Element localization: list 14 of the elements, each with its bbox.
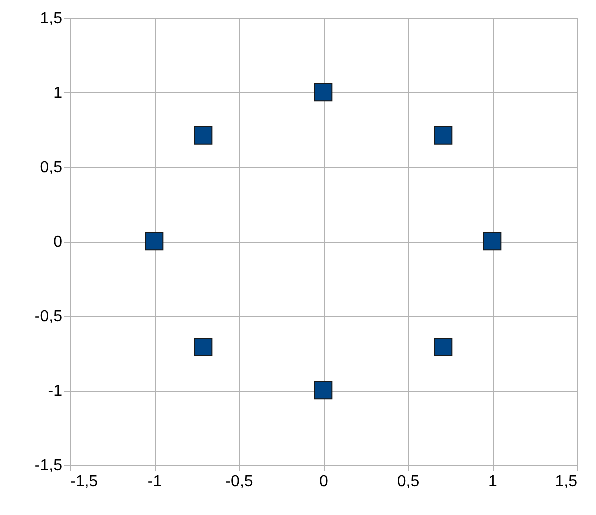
x-tick-label: -1: [148, 474, 162, 490]
x-tick-label: -0,5: [226, 474, 254, 490]
x-tick-label: 0,5: [397, 474, 420, 490]
y-tick-label: -0,5: [34, 308, 63, 326]
x-tick-label: 1,5: [555, 474, 578, 490]
y-tick-label: 0: [54, 234, 63, 251]
y-tick-label: 0,5: [40, 160, 63, 176]
x-tick-label: 0: [320, 474, 329, 490]
x-tick-label: 1: [488, 474, 498, 490]
y-tick-label: -1,5: [34, 458, 63, 474]
y-tick-label: 1: [54, 85, 63, 102]
x-tick-label: -1,5: [70, 474, 98, 490]
y-tick-label: -1: [48, 383, 63, 400]
y-tick-label: 1,5: [40, 10, 63, 28]
